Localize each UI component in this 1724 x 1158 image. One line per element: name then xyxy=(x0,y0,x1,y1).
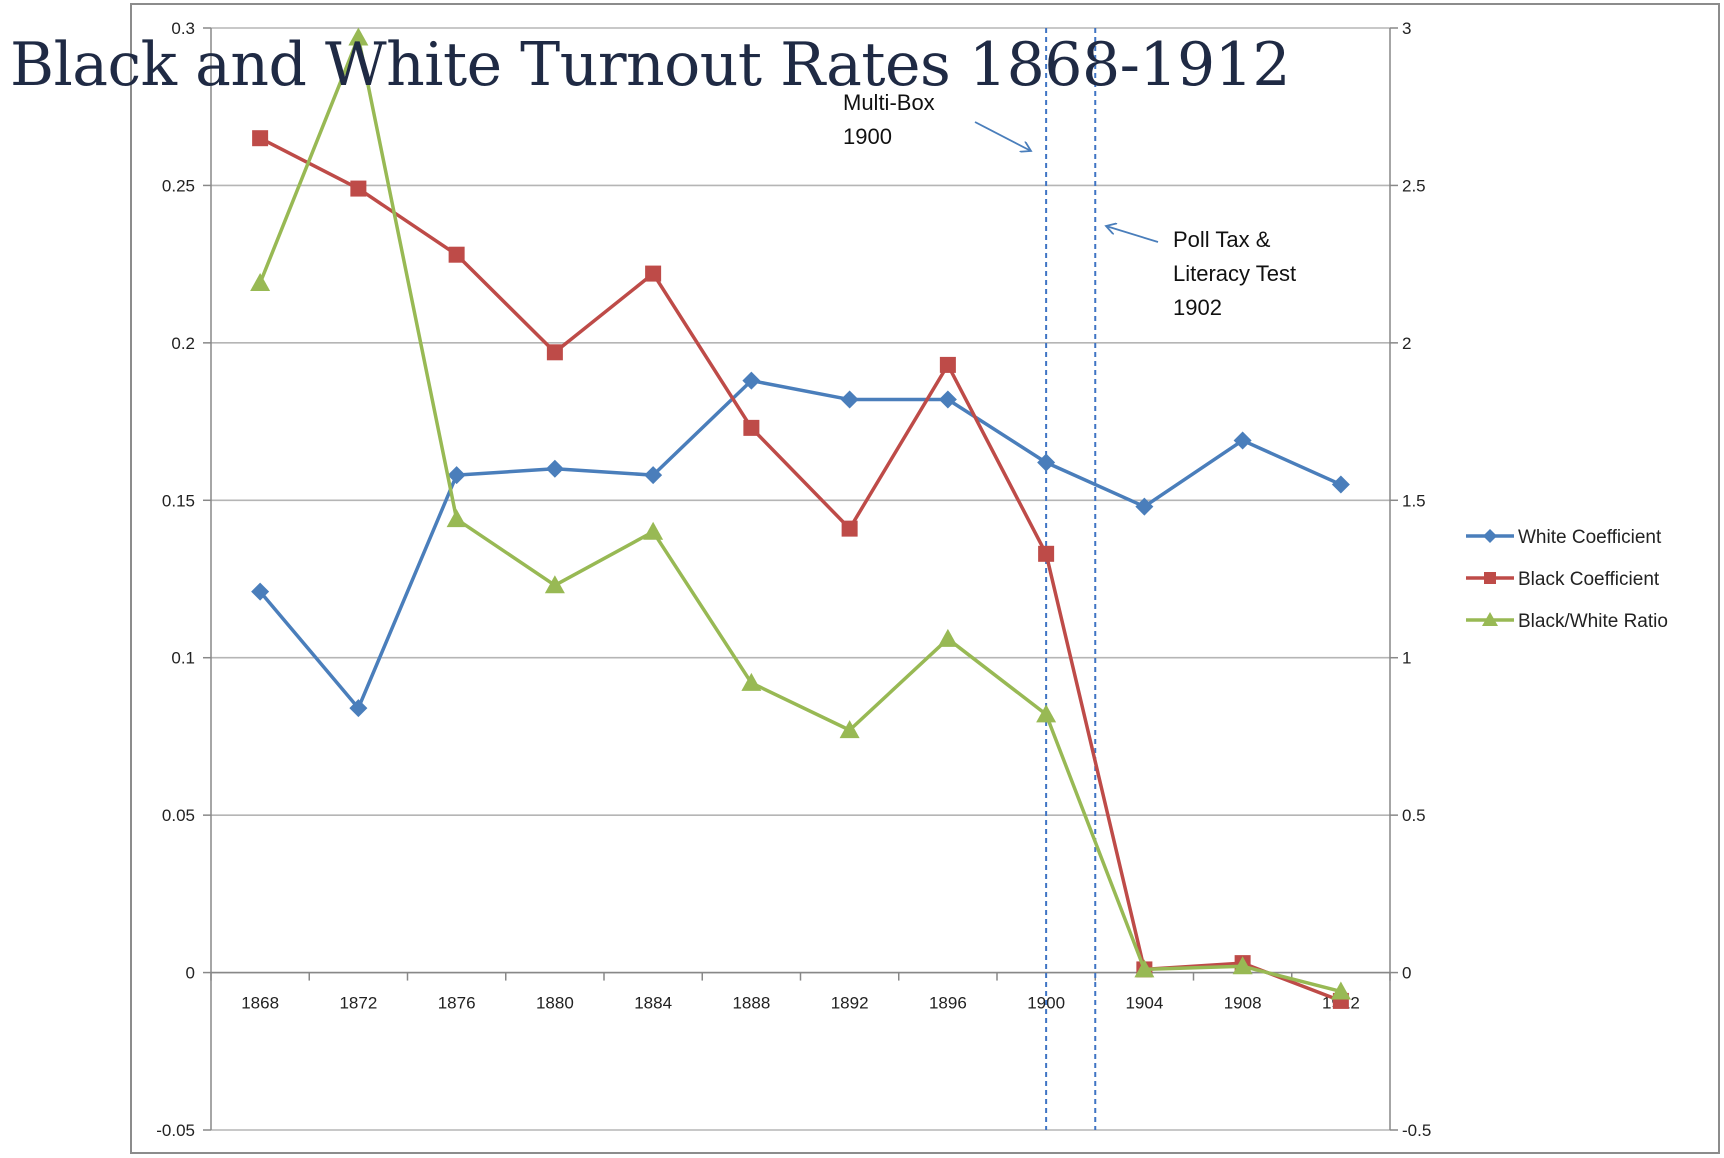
annotation-polltax-arrow xyxy=(1106,226,1159,243)
annotation-multibox-arrow xyxy=(974,121,1031,151)
data-point xyxy=(350,180,367,197)
legend-label: Black Coefficient xyxy=(1518,569,1660,590)
x-tick-label: 1888 xyxy=(732,994,770,1013)
right-tick-label: 1.5 xyxy=(1402,491,1426,510)
left-tick-label: 0.2 xyxy=(171,334,195,353)
data-point xyxy=(1135,497,1154,516)
data-point xyxy=(446,509,467,528)
chart-title: Black and White Turnout Rates 1868-1912 xyxy=(10,30,1291,100)
data-point xyxy=(840,390,859,409)
x-tick-label: 1872 xyxy=(339,994,377,1013)
data-point xyxy=(1233,431,1252,450)
legend-marker xyxy=(1482,612,1498,626)
data-point xyxy=(841,520,858,537)
data-point xyxy=(252,130,269,147)
left-tick-label: -0.05 xyxy=(156,1121,195,1140)
annotation-polltax-line: Poll Tax & xyxy=(1173,227,1271,252)
series-line-black-white-ratio xyxy=(258,35,1342,994)
series-line-white-coefficient xyxy=(258,378,1342,710)
data-point xyxy=(250,273,271,292)
data-point xyxy=(938,390,957,409)
x-axis-ticks: 1868 1872 1876 1880 1884 1888 1892 1896 1900 1904… xyxy=(210,972,1391,1013)
left-tick-label: 0.1 xyxy=(171,649,195,668)
event-lines xyxy=(1045,28,1097,1130)
data-point xyxy=(349,699,368,718)
data-point xyxy=(448,246,465,263)
right-tick-label: 0.5 xyxy=(1402,806,1426,825)
data-point xyxy=(839,720,860,739)
left-tick-label: 0.3 xyxy=(171,19,195,38)
data-point xyxy=(643,521,664,540)
data-point xyxy=(348,27,369,46)
x-tick-label: 1880 xyxy=(536,994,574,1013)
data-point xyxy=(1037,453,1056,472)
legend: White Coefficient Black Coefficient Black/… xyxy=(1466,527,1668,632)
data-point xyxy=(743,419,760,436)
right-tick-label: 0 xyxy=(1402,964,1411,983)
data-point xyxy=(1330,981,1351,1000)
legend-label: White Coefficient xyxy=(1518,527,1662,548)
x-tick-label: 1892 xyxy=(831,994,869,1013)
data-point xyxy=(1036,704,1057,723)
left-tick-label: 0.15 xyxy=(162,491,195,510)
left-tick-label: 0.05 xyxy=(162,806,195,825)
right-tick-label: -0.5 xyxy=(1402,1121,1431,1140)
left-axis-ticks: -0.05 0 0.05 0.1 0.15 0.2 0.25 0.3 xyxy=(156,19,211,1140)
x-tick-label: 1904 xyxy=(1125,994,1163,1013)
left-tick-label: 0.25 xyxy=(162,176,195,195)
data-point xyxy=(447,466,466,485)
right-axis-ticks: -0.5 0 0.5 1 1.5 2 2.5 3 xyxy=(1390,19,1431,1140)
right-tick-label: 2.5 xyxy=(1402,176,1426,195)
annotations: Multi-Box 1900 Poll Tax & Literacy Test 1902 xyxy=(843,90,1296,320)
data-point xyxy=(939,356,956,373)
legend-label: Black/White Ratio xyxy=(1518,611,1668,632)
x-tick-label: 1876 xyxy=(438,994,476,1013)
x-tick-label: 1896 xyxy=(929,994,967,1013)
x-tick-label: 1884 xyxy=(634,994,672,1013)
annotation-multibox-line: Multi-Box xyxy=(843,90,935,115)
x-tick-label: 1908 xyxy=(1224,994,1262,1013)
legend-marker xyxy=(1483,529,1497,543)
left-tick-label: 0 xyxy=(186,964,195,983)
annotation-polltax-line: 1902 xyxy=(1173,295,1222,320)
right-tick-label: 2 xyxy=(1402,334,1411,353)
data-point xyxy=(1134,959,1155,978)
data-point xyxy=(251,582,270,601)
data-point xyxy=(546,344,563,361)
data-point xyxy=(741,672,762,691)
legend-marker xyxy=(1484,572,1496,584)
right-tick-label: 3 xyxy=(1402,19,1411,38)
series-group xyxy=(250,27,1351,1009)
data-point xyxy=(544,575,565,594)
right-tick-label: 1 xyxy=(1402,649,1411,668)
data-point xyxy=(1038,545,1055,562)
x-tick-label: 1868 xyxy=(241,994,279,1013)
annotation-multibox-line: 1900 xyxy=(843,124,892,149)
data-point xyxy=(1232,956,1253,975)
data-point xyxy=(545,459,564,478)
annotation-polltax-line: Literacy Test xyxy=(1173,261,1296,286)
chart-frame xyxy=(130,3,1720,1154)
data-point xyxy=(644,466,663,485)
data-point xyxy=(645,265,662,282)
data-point xyxy=(937,628,958,647)
data-point xyxy=(742,371,761,390)
data-point xyxy=(1331,475,1350,494)
